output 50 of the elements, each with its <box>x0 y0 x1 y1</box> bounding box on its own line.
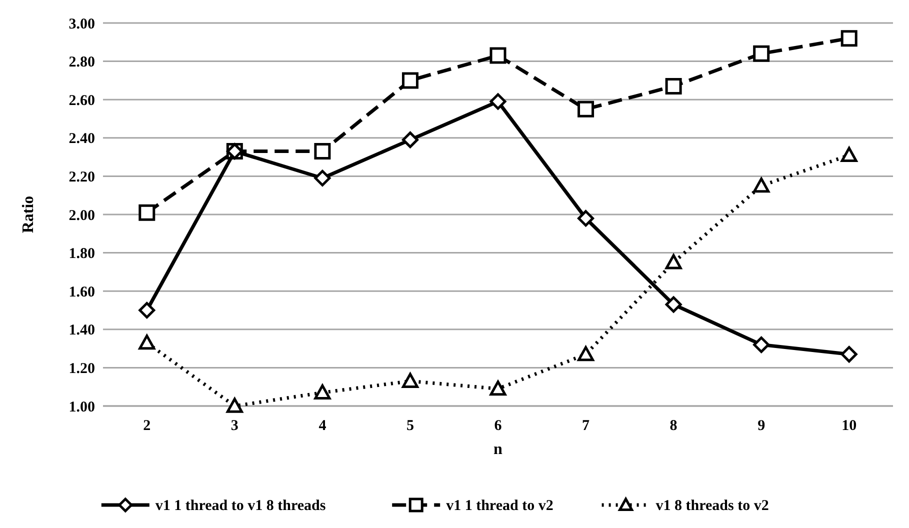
point <box>314 143 331 160</box>
x-tick-label: 5 <box>406 418 414 434</box>
point <box>314 170 331 186</box>
point <box>226 398 243 413</box>
point <box>402 72 418 89</box>
y-tick-label: 1.00 <box>68 399 95 416</box>
legend-label: v1 8 threads to v2 <box>656 498 769 514</box>
point <box>490 47 506 64</box>
point <box>490 93 506 110</box>
point <box>578 346 594 362</box>
point <box>578 100 594 118</box>
point <box>665 296 682 313</box>
x-tick-label: 4 <box>318 418 327 434</box>
legend-label: v1 1 thread to v2 <box>446 498 554 514</box>
y-tick-label: 2.20 <box>68 169 95 186</box>
point <box>840 346 858 363</box>
x-tick-label: 3 <box>230 418 238 434</box>
point <box>314 384 331 400</box>
point <box>753 336 770 353</box>
x-tick-label: 7 <box>582 418 590 434</box>
y-tick-label: 2.00 <box>68 208 95 224</box>
x-tick-label: 9 <box>758 418 766 434</box>
y-tick-label: 2.40 <box>68 131 95 148</box>
x-tick-label: 6 <box>494 418 502 434</box>
point <box>840 30 858 47</box>
point <box>138 204 156 221</box>
y-tick-label: 3.00 <box>68 16 95 32</box>
point <box>490 380 506 396</box>
point <box>753 45 770 62</box>
point <box>753 178 770 193</box>
point <box>402 372 418 388</box>
y-tick-label: 2.80 <box>68 54 95 71</box>
y-tick-label: 1.80 <box>68 246 95 262</box>
y-tick-label: 1.40 <box>68 322 95 339</box>
y-axis-title: Ratio <box>20 196 37 234</box>
x-axis-title: n <box>494 441 503 458</box>
point <box>402 132 418 148</box>
y-tick-label: 1.60 <box>68 284 95 300</box>
x-tick-label: 2 <box>143 418 151 434</box>
point <box>665 78 682 94</box>
y-tick-label: 2.60 <box>68 92 95 109</box>
point <box>138 334 156 350</box>
point <box>840 146 858 162</box>
point <box>578 210 594 227</box>
legend-label: v1 1 thread to v1 8 threads <box>155 498 326 514</box>
x-tick-label: 10 <box>842 418 857 434</box>
point <box>665 254 682 270</box>
point <box>138 302 156 318</box>
x-tick-label: 8 <box>670 418 678 434</box>
y-tick-label: 1.20 <box>68 360 95 377</box>
